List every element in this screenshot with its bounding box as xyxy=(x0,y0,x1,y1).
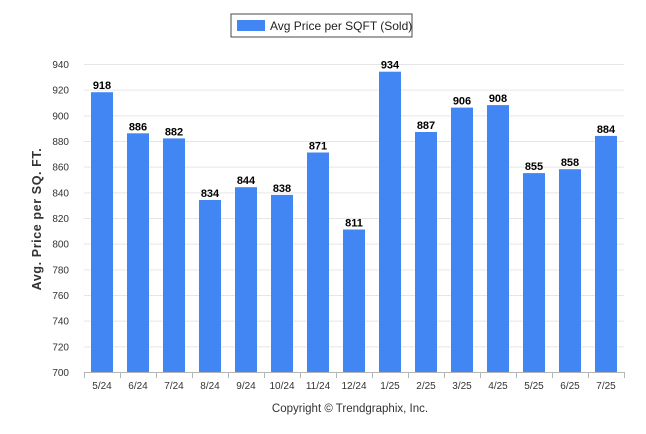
bar-4-25[interactable] xyxy=(487,105,509,372)
y-tick-label: 800 xyxy=(52,240,69,251)
y-tick-label: 880 xyxy=(52,137,69,148)
bar-6-24[interactable] xyxy=(127,133,149,372)
x-tick-label: 12/24 xyxy=(341,381,366,392)
y-tick-label: 760 xyxy=(52,291,69,302)
copyright-text: Copyright © Trendgraphix, Inc. xyxy=(272,403,428,415)
y-tick-label: 740 xyxy=(52,317,69,328)
data-labels: 918 886 882 834 844 838 871 811 934 887 906 908 855 8… xyxy=(93,60,616,230)
data-label: 838 xyxy=(273,183,291,195)
x-tick-label: 8/24 xyxy=(200,381,220,392)
bar-2-25[interactable] xyxy=(415,132,437,372)
y-tick-label: 700 xyxy=(52,368,69,379)
x-tick-label: 6/24 xyxy=(128,381,148,392)
bar-1-25[interactable] xyxy=(379,71,401,372)
data-label: 834 xyxy=(201,188,220,200)
y-tick-label: 940 xyxy=(52,60,69,71)
data-label: 871 xyxy=(309,141,327,153)
y-tick-label: 780 xyxy=(52,265,69,276)
x-tick-label: 4/25 xyxy=(488,381,508,392)
y-tick-label: 900 xyxy=(52,111,69,122)
x-tick-label: 11/24 xyxy=(306,381,331,392)
bar-7-24[interactable] xyxy=(163,138,185,372)
bar-series xyxy=(91,71,617,373)
data-label: 811 xyxy=(345,218,363,230)
x-tick-label: 10/24 xyxy=(269,381,294,392)
x-tick-label: 9/24 xyxy=(236,381,256,392)
bar-12-24[interactable] xyxy=(343,229,365,373)
bar-5-24[interactable] xyxy=(91,92,113,372)
legend[interactable]: Avg Price per SQFT (Sold) xyxy=(230,13,413,38)
x-tick-label: 2/25 xyxy=(416,381,436,392)
y-tick-label: 860 xyxy=(52,163,69,174)
bar-3-25[interactable] xyxy=(451,107,473,372)
y-tick-label: 720 xyxy=(52,342,69,353)
bar-5-25[interactable] xyxy=(523,173,545,372)
x-tick-label: 5/25 xyxy=(524,381,544,392)
x-tick-label: 5/24 xyxy=(92,381,112,392)
data-label: 906 xyxy=(453,96,471,108)
legend-box xyxy=(230,13,413,38)
data-label: 908 xyxy=(489,93,507,105)
data-label: 918 xyxy=(93,80,111,92)
bar-6-25[interactable] xyxy=(559,169,581,372)
x-axis: 5/24 6/24 7/24 8/24 9/24 10/24 11/24 12/24 1/25 2… xyxy=(84,372,625,392)
data-label: 884 xyxy=(597,124,616,136)
legend-label: Avg Price per SQFT (Sold) xyxy=(270,19,412,33)
legend-swatch xyxy=(237,20,265,31)
x-tick-label: 7/25 xyxy=(596,381,616,392)
x-tick-label: 1/25 xyxy=(380,381,400,392)
y-tick-label: 820 xyxy=(52,214,69,225)
y-axis: 700 720 740 760 780 800 820 840 860 880 900 920 940 xyxy=(52,60,69,379)
x-tick-label: 3/25 xyxy=(452,381,472,392)
bar-8-24[interactable] xyxy=(199,200,221,372)
data-label: 886 xyxy=(129,121,147,133)
x-tick-label: 6/25 xyxy=(560,381,580,392)
data-label: 934 xyxy=(381,60,400,72)
bar-10-24[interactable] xyxy=(271,194,293,372)
data-label: 855 xyxy=(525,161,543,173)
x-tick-label: 7/24 xyxy=(164,381,184,392)
data-label: 858 xyxy=(561,157,579,169)
bar-11-24[interactable] xyxy=(307,152,329,373)
bar-9-24[interactable] xyxy=(235,187,257,372)
data-label: 844 xyxy=(237,175,256,187)
y-axis-title: Avg. Price per SQ. FT. xyxy=(30,148,44,291)
data-label: 887 xyxy=(417,120,435,132)
y-tick-label: 840 xyxy=(52,188,69,199)
y-tick-label: 920 xyxy=(52,86,69,97)
data-label: 882 xyxy=(165,126,183,138)
bar-7-25[interactable] xyxy=(595,135,617,372)
